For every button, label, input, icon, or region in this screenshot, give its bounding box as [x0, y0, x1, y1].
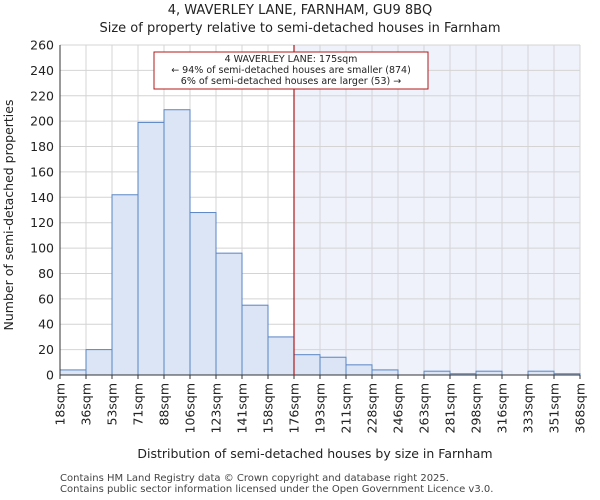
x-tick-label: 333sqm	[521, 383, 536, 433]
y-tick-label: 160	[30, 164, 54, 179]
x-tick-label: 211sqm	[339, 383, 354, 433]
histogram-bar	[475, 370, 503, 376]
y-tick-label: 120	[30, 215, 54, 230]
x-tick-label: 106sqm	[183, 383, 198, 433]
x-tick-label: 18sqm	[53, 383, 68, 426]
annotation-line-3: 6% of semi-detached houses are larger (5…	[181, 76, 401, 87]
histogram-bar	[267, 336, 295, 376]
histogram-bar	[241, 304, 269, 376]
x-tick-label: 246sqm	[391, 383, 406, 433]
y-tick-label: 260	[30, 38, 54, 53]
histogram-bar	[371, 369, 399, 376]
y-tick-label: 100	[30, 241, 54, 256]
x-tick-label: 53sqm	[105, 383, 120, 426]
x-tick-label: 36sqm	[79, 383, 94, 426]
x-tick-label: 368sqm	[573, 383, 588, 433]
annotation-box	[153, 51, 429, 90]
y-tick-label: 240	[30, 63, 54, 78]
x-tick-label: 228sqm	[365, 383, 380, 433]
histogram-bar	[345, 364, 373, 376]
y-tick-label: 180	[30, 139, 54, 154]
histogram-bar	[59, 369, 87, 376]
footer-copyright: Contains HM Land Registry data © Crown c…	[60, 473, 449, 484]
y-tick-label: 80	[38, 266, 54, 281]
y-tick-label: 220	[30, 88, 54, 103]
x-tick-label: 263sqm	[417, 383, 432, 433]
histogram-bar	[527, 370, 555, 376]
histogram-bar	[163, 109, 191, 376]
x-tick-label: 193sqm	[313, 383, 328, 433]
y-tick-label: 40	[38, 317, 54, 332]
histogram-bar	[189, 212, 217, 376]
x-tick-label: 123sqm	[209, 383, 224, 433]
chart-subtitle: Size of property relative to semi-detach…	[99, 21, 501, 36]
chart-title: 4, WAVERLEY LANE, FARNHAM, GU9 8BQ	[167, 3, 433, 18]
y-tick-label: 20	[38, 342, 54, 357]
x-tick-label: 71sqm	[131, 383, 146, 426]
histogram-bar	[215, 252, 243, 376]
annotation-line-2: ← 94% of semi-detached houses are smalle…	[171, 65, 411, 76]
x-tick-label: 351sqm	[547, 383, 562, 433]
x-axis-label: Distribution of semi-detached houses by …	[137, 446, 492, 461]
x-tick-label: 141sqm	[235, 383, 250, 433]
highlight-region	[294, 45, 580, 375]
y-tick-label: 60	[38, 291, 54, 306]
x-tick-label: 298sqm	[469, 383, 484, 433]
histogram-bar	[423, 370, 451, 376]
x-tick-label: 176sqm	[287, 383, 302, 433]
y-tick-label: 0	[46, 368, 54, 383]
x-tick-label: 316sqm	[495, 383, 510, 433]
y-tick-label: 140	[30, 190, 54, 205]
histogram-bar	[319, 356, 347, 376]
histogram-bar	[293, 354, 321, 376]
x-tick-label: 281sqm	[443, 383, 458, 433]
footer-licence: Contains public sector information licen…	[60, 484, 494, 495]
y-tick-label: 200	[30, 114, 54, 129]
marker-annotation: 4 WAVERLEY LANE: 175sqm ← 94% of semi-de…	[153, 51, 429, 90]
histogram-bar	[85, 349, 113, 376]
histogram-bar	[137, 121, 165, 376]
x-tick-label: 88sqm	[157, 383, 172, 426]
y-axis-label: Number of semi-detached properties	[1, 100, 16, 331]
annotation-line-1: 4 WAVERLEY LANE: 175sqm	[225, 54, 358, 65]
x-tick-label: 158sqm	[261, 383, 276, 433]
histogram-bar	[111, 194, 139, 376]
